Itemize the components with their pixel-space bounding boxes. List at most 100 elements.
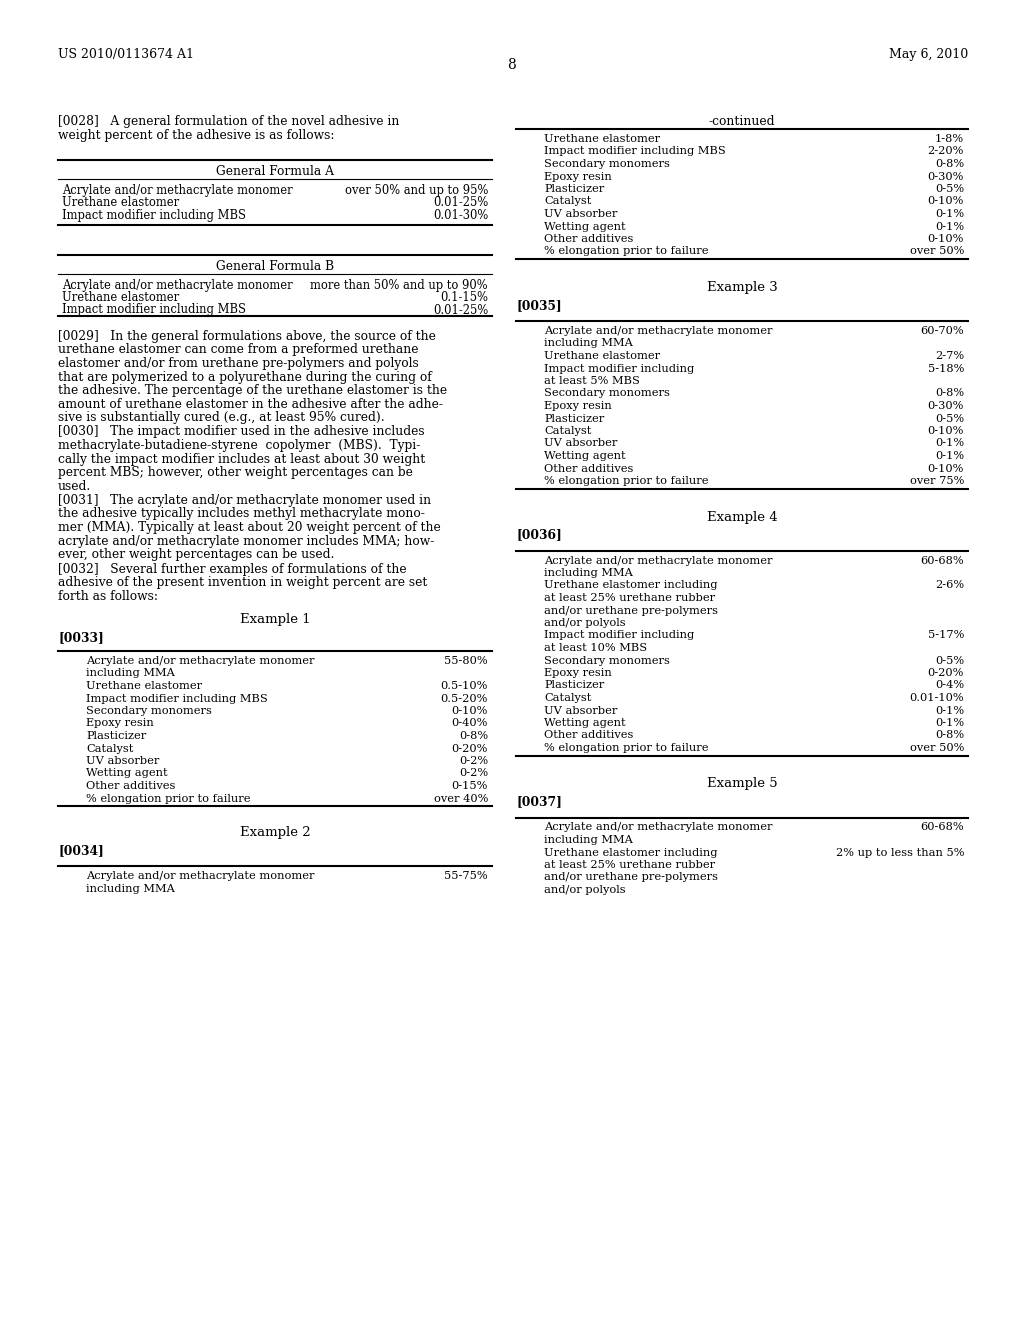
Text: Wetting agent: Wetting agent [544, 222, 626, 231]
Text: [0037]: [0037] [516, 796, 562, 808]
Text: Wetting agent: Wetting agent [544, 451, 626, 461]
Text: 0-1%: 0-1% [935, 451, 964, 461]
Text: the adhesive. The percentage of the urethane elastomer is the: the adhesive. The percentage of the uret… [58, 384, 447, 397]
Text: 0-30%: 0-30% [928, 401, 964, 411]
Text: cally the impact modifier includes at least about 30 weight: cally the impact modifier includes at le… [58, 453, 425, 466]
Text: 0-8%: 0-8% [935, 730, 964, 741]
Text: 0-5%: 0-5% [935, 183, 964, 194]
Text: 0-15%: 0-15% [452, 781, 488, 791]
Text: [0034]: [0034] [58, 843, 103, 857]
Text: 0-20%: 0-20% [928, 668, 964, 678]
Text: over 50%: over 50% [909, 247, 964, 256]
Text: Catalyst: Catalyst [544, 426, 592, 436]
Text: acrylate and/or methacrylate monomer includes MMA; how-: acrylate and/or methacrylate monomer inc… [58, 535, 434, 548]
Text: 0.01-30%: 0.01-30% [433, 209, 488, 222]
Text: Epoxy resin: Epoxy resin [544, 668, 611, 678]
Text: Plasticizer: Plasticizer [544, 681, 604, 690]
Text: Urethane elastomer: Urethane elastomer [544, 135, 660, 144]
Text: Catalyst: Catalyst [544, 197, 592, 206]
Text: 1-8%: 1-8% [935, 135, 964, 144]
Text: at least 10% MBS: at least 10% MBS [544, 643, 647, 653]
Text: 0.01-10%: 0.01-10% [909, 693, 964, 704]
Text: Impact modifier including MBS: Impact modifier including MBS [86, 693, 267, 704]
Text: 0-8%: 0-8% [935, 388, 964, 399]
Text: over 50%: over 50% [909, 743, 964, 752]
Text: Urethane elastomer including: Urethane elastomer including [544, 581, 718, 590]
Text: and/or polyols: and/or polyols [544, 618, 626, 628]
Text: 0-10%: 0-10% [452, 706, 488, 715]
Text: [0035]: [0035] [516, 300, 561, 312]
Text: Urethane elastomer including: Urethane elastomer including [544, 847, 718, 858]
Text: elastomer and/or from urethane pre-polymers and polyols: elastomer and/or from urethane pre-polym… [58, 356, 419, 370]
Text: over 50% and up to 95%: over 50% and up to 95% [345, 183, 488, 197]
Text: Acrylate and/or methacrylate monomer: Acrylate and/or methacrylate monomer [544, 822, 772, 833]
Text: Acrylate and/or methacrylate monomer: Acrylate and/or methacrylate monomer [86, 656, 314, 667]
Text: Secondary monomers: Secondary monomers [544, 656, 670, 665]
Text: % elongation prior to failure: % elongation prior to failure [544, 743, 709, 752]
Text: 0-2%: 0-2% [459, 768, 488, 779]
Text: 0-30%: 0-30% [928, 172, 964, 181]
Text: 0-1%: 0-1% [935, 438, 964, 449]
Text: 0-10%: 0-10% [928, 426, 964, 436]
Text: Impact modifier including: Impact modifier including [544, 631, 694, 640]
Text: at least 25% urethane rubber: at least 25% urethane rubber [544, 593, 715, 603]
Text: at least 25% urethane rubber: at least 25% urethane rubber [544, 861, 715, 870]
Text: US 2010/0113674 A1: US 2010/0113674 A1 [58, 48, 194, 61]
Text: Secondary monomers: Secondary monomers [86, 706, 212, 715]
Text: -continued: -continued [709, 115, 775, 128]
Text: UV absorber: UV absorber [544, 438, 617, 449]
Text: including MMA: including MMA [86, 883, 175, 894]
Text: Other additives: Other additives [544, 730, 634, 741]
Text: amount of urethane elastomer in the adhesive after the adhe-: amount of urethane elastomer in the adhe… [58, 397, 443, 411]
Text: 2% up to less than 5%: 2% up to less than 5% [836, 847, 964, 858]
Text: Example 4: Example 4 [707, 511, 777, 524]
Text: Urethane elastomer: Urethane elastomer [544, 351, 660, 360]
Text: sive is substantially cured (e.g., at least 95% cured).: sive is substantially cured (e.g., at le… [58, 411, 385, 424]
Text: 0-10%: 0-10% [928, 234, 964, 244]
Text: 2-7%: 2-7% [935, 351, 964, 360]
Text: 55-75%: 55-75% [444, 871, 488, 880]
Text: Example 5: Example 5 [707, 777, 777, 791]
Text: 0.5-10%: 0.5-10% [440, 681, 488, 690]
Text: Example 2: Example 2 [240, 826, 310, 840]
Text: over 40%: over 40% [433, 793, 488, 804]
Text: 0-20%: 0-20% [452, 743, 488, 754]
Text: ever, other weight percentages can be used.: ever, other weight percentages can be us… [58, 548, 335, 561]
Text: 60-68%: 60-68% [921, 822, 964, 833]
Text: % elongation prior to failure: % elongation prior to failure [544, 477, 709, 486]
Text: 0-10%: 0-10% [928, 463, 964, 474]
Text: Urethane elastomer: Urethane elastomer [86, 681, 202, 690]
Text: Impact modifier including MBS: Impact modifier including MBS [62, 304, 246, 317]
Text: May 6, 2010: May 6, 2010 [889, 48, 968, 61]
Text: UV absorber: UV absorber [86, 756, 160, 766]
Text: 5-17%: 5-17% [928, 631, 964, 640]
Text: Acrylate and/or methacrylate monomer: Acrylate and/or methacrylate monomer [62, 183, 293, 197]
Text: Urethane elastomer: Urethane elastomer [62, 290, 179, 304]
Text: Epoxy resin: Epoxy resin [544, 401, 611, 411]
Text: 5-18%: 5-18% [928, 363, 964, 374]
Text: [0029]   In the general formulations above, the source of the: [0029] In the general formulations above… [58, 330, 436, 343]
Text: Plasticizer: Plasticizer [544, 183, 604, 194]
Text: 0-1%: 0-1% [935, 209, 964, 219]
Text: Acrylate and/or methacrylate monomer: Acrylate and/or methacrylate monomer [86, 871, 314, 880]
Text: Example 1: Example 1 [240, 612, 310, 626]
Text: [0032]   Several further examples of formulations of the: [0032] Several further examples of formu… [58, 562, 407, 576]
Text: 0-10%: 0-10% [928, 197, 964, 206]
Text: % elongation prior to failure: % elongation prior to failure [86, 793, 251, 804]
Text: 0-4%: 0-4% [935, 681, 964, 690]
Text: [0030]   The impact modifier used in the adhesive includes: [0030] The impact modifier used in the a… [58, 425, 425, 438]
Text: that are polymerized to a polyurethane during the curing of: that are polymerized to a polyurethane d… [58, 371, 432, 384]
Text: 0.01-25%: 0.01-25% [433, 197, 488, 210]
Text: Secondary monomers: Secondary monomers [544, 388, 670, 399]
Text: 0-5%: 0-5% [935, 656, 964, 665]
Text: [0033]: [0033] [58, 631, 103, 644]
Text: 0.01-25%: 0.01-25% [433, 304, 488, 317]
Text: Catalyst: Catalyst [544, 693, 592, 704]
Text: 0-1%: 0-1% [935, 222, 964, 231]
Text: including MMA: including MMA [544, 568, 633, 578]
Text: Epoxy resin: Epoxy resin [544, 172, 611, 181]
Text: [0028]   A general formulation of the novel adhesive in: [0028] A general formulation of the nove… [58, 115, 399, 128]
Text: Acrylate and/or methacrylate monomer: Acrylate and/or methacrylate monomer [544, 326, 772, 337]
Text: Other additives: Other additives [86, 781, 175, 791]
Text: Wetting agent: Wetting agent [86, 768, 168, 779]
